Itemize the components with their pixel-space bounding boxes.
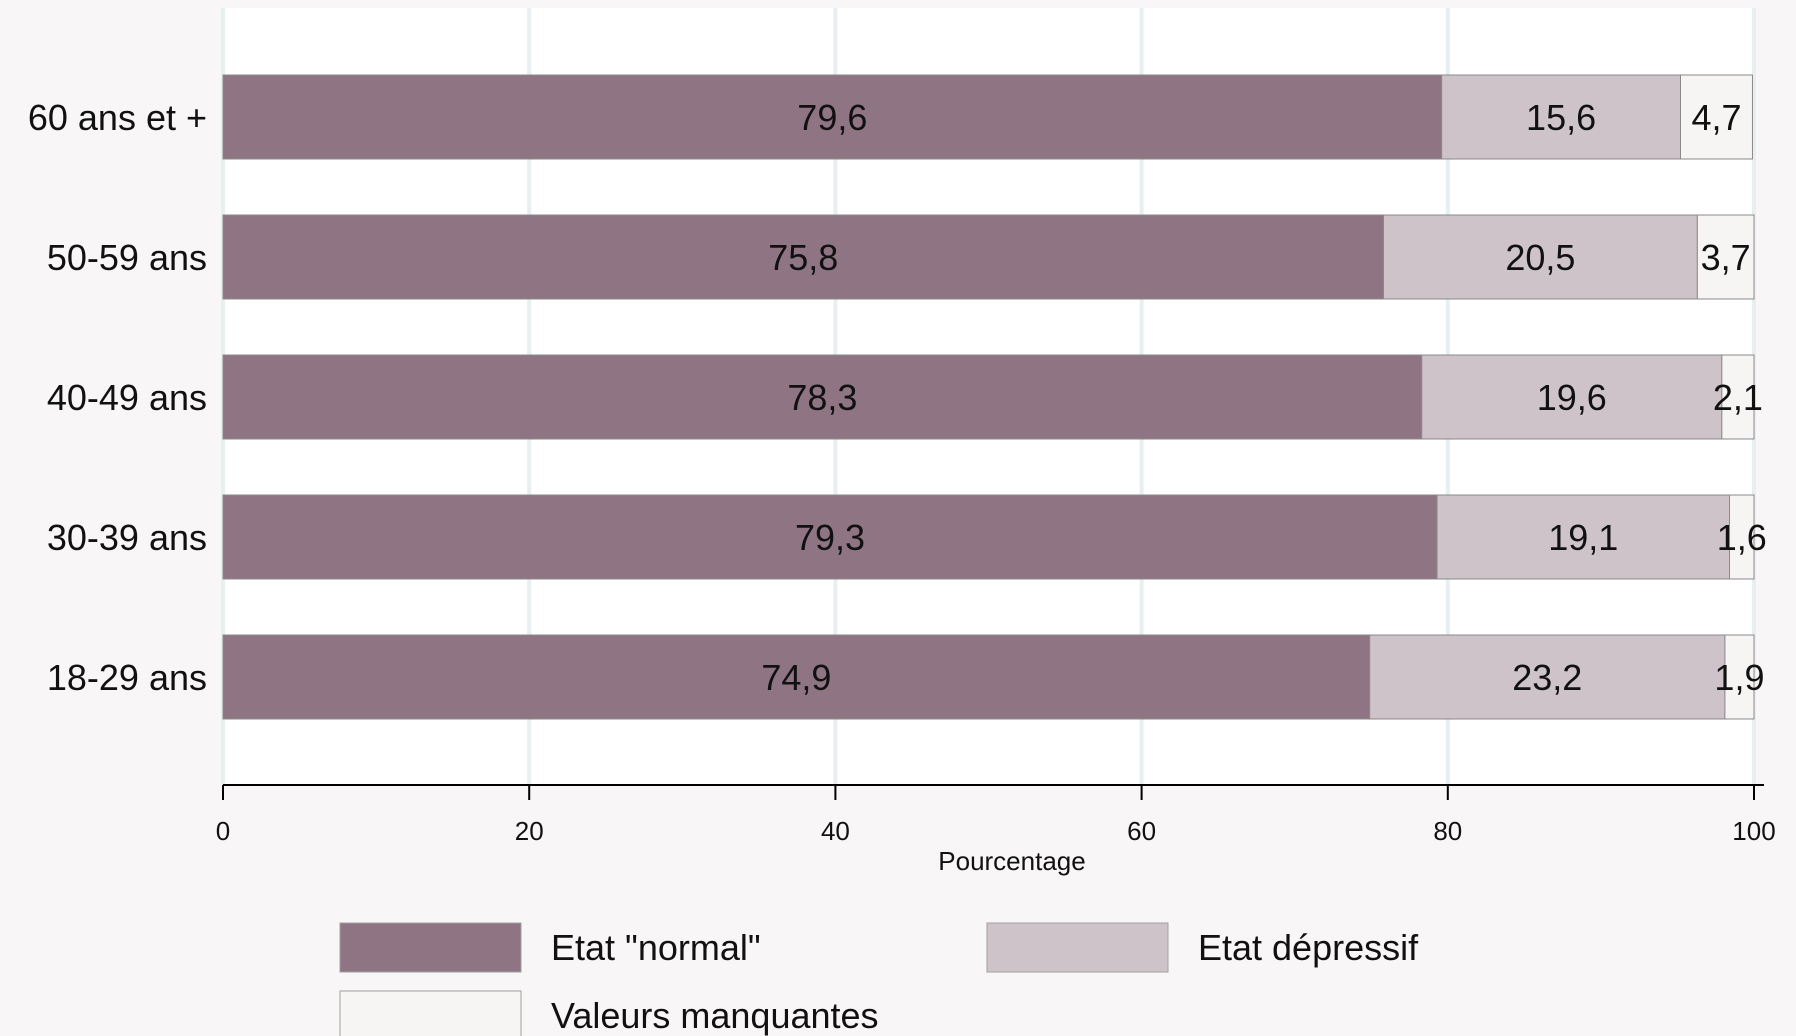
bar-value-label: 75,8 — [768, 237, 838, 278]
bar-value-label: 78,3 — [787, 377, 857, 418]
bar-value-label: 20,5 — [1505, 237, 1575, 278]
category-label: 30-39 ans — [47, 517, 207, 558]
bar-value-label: 2,1 — [1713, 377, 1763, 418]
bar-value-label: 79,6 — [797, 97, 867, 138]
bar-segment — [1436, 494, 1731, 580]
bar-value-label: 4,7 — [1691, 97, 1741, 138]
bar-value-label: 74,9 — [761, 657, 831, 698]
bar-value-label: 1,6 — [1717, 517, 1767, 558]
category-labels: 60 ans et + 50-59 ans 40-49 ans 30-39 ans 18… — [28, 97, 207, 698]
x-tick-label: 20 — [515, 816, 544, 846]
bar-segment — [222, 354, 1423, 440]
bar-value-label: 1,9 — [1714, 657, 1764, 698]
bar-value-label: 19,6 — [1537, 377, 1607, 418]
bar-value-label: 23,2 — [1512, 657, 1582, 698]
bar-segment — [222, 214, 1384, 300]
x-tick-label: 80 — [1433, 816, 1462, 846]
bar-segment — [1696, 214, 1755, 300]
bar-segment — [1421, 354, 1723, 440]
bar-value-label: 3,7 — [1701, 237, 1751, 278]
bar-segment — [1680, 74, 1753, 160]
bar-segment — [1369, 634, 1726, 720]
bar-value-label: 15,6 — [1526, 97, 1596, 138]
x-tick-label: 0 — [216, 816, 230, 846]
legend-label: Etat dépressif — [1198, 927, 1419, 968]
legend-label: Valeurs manquantes — [551, 995, 879, 1036]
bar-labels: 79,6 15,6 4,7 75,8 20,5 3,7 78,3 19,6 2,1 79,3 19,… — [761, 97, 1766, 698]
x-ticks: 0 20 40 60 80 100 — [216, 785, 1776, 846]
x-tick-label: 60 — [1127, 816, 1156, 846]
legend-swatch — [339, 922, 522, 973]
bar-value-label: 79,3 — [795, 517, 865, 558]
bar-segment — [1721, 354, 1755, 440]
legend-swatch — [339, 990, 522, 1036]
category-label: 40-49 ans — [47, 377, 207, 418]
bars — [222, 74, 1755, 720]
bar-segment — [222, 634, 1371, 720]
category-label: 50-59 ans — [47, 237, 207, 278]
x-tick-label: 100 — [1732, 816, 1775, 846]
bar-segment — [1729, 494, 1755, 580]
bar-segment — [1441, 74, 1682, 160]
x-tick-label: 40 — [821, 816, 850, 846]
legend-swatch — [986, 922, 1169, 973]
category-label: 18-29 ans — [47, 657, 207, 698]
bar-segment — [222, 494, 1438, 580]
bar-segment — [1724, 634, 1755, 720]
x-axis-title: Pourcentage — [938, 846, 1085, 876]
bar-segment — [1382, 214, 1698, 300]
category-label: 60 ans et + — [28, 97, 207, 138]
bar-value-label: 19,1 — [1548, 517, 1618, 558]
legend-label: Etat "normal" — [551, 927, 761, 968]
legend: Etat "normal" Etat dépressif Valeurs manqu… — [339, 922, 1419, 1036]
